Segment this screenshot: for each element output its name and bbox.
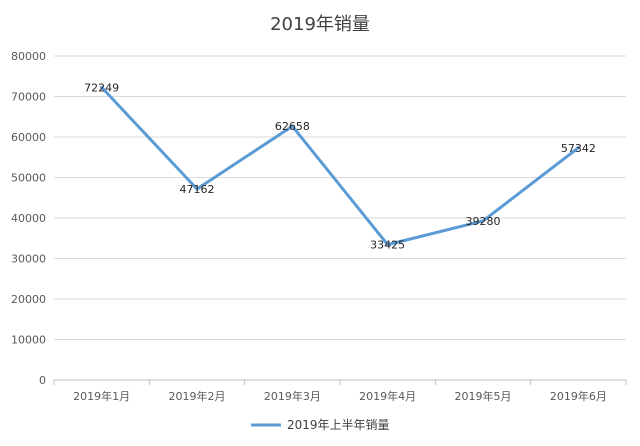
data-label: 62658 xyxy=(275,120,310,133)
x-tick-label: 2019年6月 xyxy=(550,389,607,403)
x-tick-label: 2019年1月 xyxy=(73,389,130,403)
x-tick-label: 2019年3月 xyxy=(264,389,321,403)
y-tick-label: 0 xyxy=(39,374,46,387)
y-tick-label: 60000 xyxy=(11,131,46,144)
y-tick-label: 50000 xyxy=(11,172,46,185)
y-tick-label: 10000 xyxy=(11,334,46,347)
x-tick-label: 2019年2月 xyxy=(169,389,226,403)
series-layer xyxy=(100,85,580,247)
data-point xyxy=(386,243,390,247)
chart-title: 2019年销量 xyxy=(270,14,370,35)
data-label: 72249 xyxy=(84,81,119,94)
data-label: 57342 xyxy=(561,142,596,155)
data-point xyxy=(576,146,580,150)
y-tick-label: 40000 xyxy=(11,212,46,225)
data-label: 39280 xyxy=(466,215,501,228)
data-point xyxy=(195,187,199,191)
x-tick-label: 2019年4月 xyxy=(359,389,416,403)
data-label: 47162 xyxy=(180,183,215,196)
y-tick-label: 70000 xyxy=(11,91,46,104)
data-point xyxy=(100,85,104,89)
data-point xyxy=(481,219,485,223)
data-label: 33425 xyxy=(370,239,405,252)
legend-label: 2019年上半年销量 xyxy=(287,418,390,432)
y-axis: 0 10000 20000 30000 40000 50000 60000 70000 8000… xyxy=(11,50,46,387)
data-labels: 72249 47162 62658 33425 39280 57342 xyxy=(84,81,596,251)
y-tick-label: 30000 xyxy=(11,253,46,266)
grid-lines xyxy=(54,55,626,340)
x-tick-label: 2019年5月 xyxy=(455,389,512,403)
y-tick-label: 20000 xyxy=(11,293,46,306)
series-line xyxy=(100,85,580,247)
x-axis: 2019年1月 2019年2月 2019年3月 2019年4月 2019年5月 2019年… xyxy=(53,379,627,403)
data-point xyxy=(290,124,294,128)
y-tick-label: 80000 xyxy=(11,50,46,63)
legend: 2019年上半年销量 xyxy=(251,418,390,432)
